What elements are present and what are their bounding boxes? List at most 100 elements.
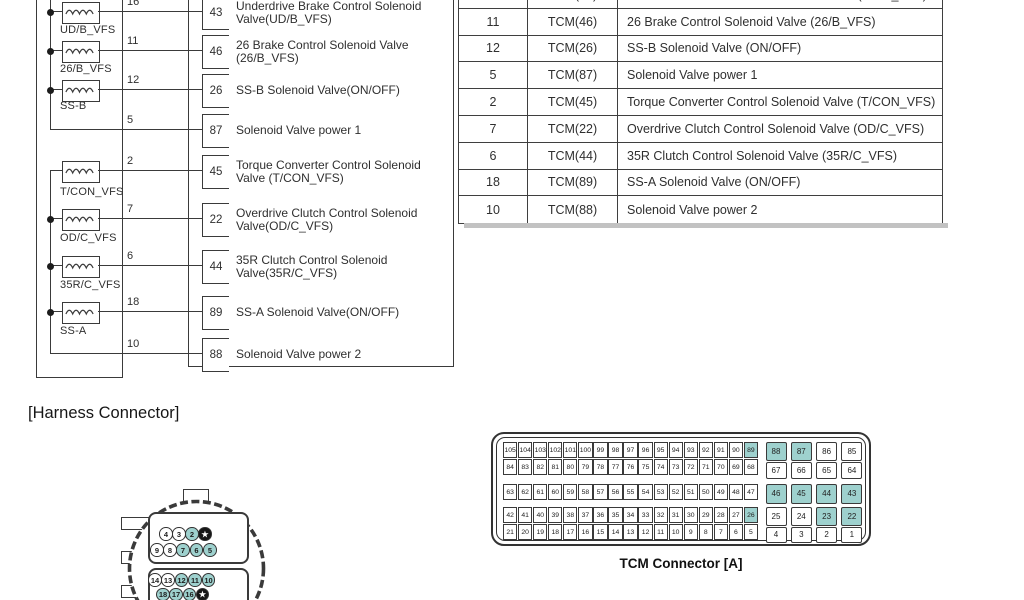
table-cell-harness-pin: 5 [459, 62, 528, 89]
table-row: 18 TCM(89) SS-A Solenoid Valve (ON/OFF) [459, 169, 942, 197]
conA-pin-81: 81 [548, 459, 563, 475]
table-cell-description: Overdrive Clutch Control Solenoid Valve … [627, 121, 925, 136]
harness-pin-17: 17 [169, 587, 183, 600]
table-cell-harness-pin: 16 [459, 0, 528, 8]
tcm-pin-bracket: 88 [202, 338, 229, 372]
solenoid-output-wire [98, 89, 202, 91]
conA-pin-4: 4 [765, 526, 787, 543]
pin-description-line: 35R Clutch Control Solenoid [236, 252, 388, 267]
table-row: 12 TCM(26) SS-B Solenoid Valve (ON/OFF) [459, 35, 942, 63]
harness-pin-5: 5 [203, 543, 217, 557]
table-cell-description: Solenoid Valve power 2 [627, 202, 758, 217]
harness-pin-star: ★ [198, 527, 212, 541]
conA-pin-2: 2 [816, 526, 838, 543]
harness-pin-7: 7 [176, 543, 190, 557]
conA-pin-47: 47 [743, 484, 759, 500]
solenoid-coil-label: SS-A [60, 325, 87, 337]
solenoid-coil-label: 35R/C_VFS [60, 279, 121, 291]
power-feed-wire [50, 353, 202, 355]
conA-pin-38: 38 [563, 507, 578, 523]
table-cell-harness-pin: 7 [459, 115, 528, 142]
conA-pin-9: 9 [683, 524, 698, 540]
table-cell-tcm-pin: TCM(45) [528, 89, 618, 115]
conA-pin-27: 27 [728, 507, 744, 523]
conA-pin-78: 78 [593, 459, 608, 475]
table-row: 6 TCM(44) 35R Clutch Control Solenoid Valv… [459, 142, 942, 170]
solenoid-coil-symbol [62, 256, 100, 278]
table-cell-harness-pin: 18 [459, 169, 528, 196]
solenoid-coil-label: UD/B_VFS [60, 24, 116, 36]
coil-feed-wire [50, 170, 63, 172]
table-shadow [464, 223, 948, 228]
conA-pin-19: 19 [533, 524, 548, 540]
conA-pin-89: 89 [743, 442, 759, 458]
conA-pin-43: 43 [841, 483, 863, 504]
conA-pin-72: 72 [683, 459, 698, 475]
conA-pin-84: 84 [503, 459, 518, 475]
conA-pin-75: 75 [638, 459, 653, 475]
pin-description: Overdrive Clutch Control Solenoid Valve(O… [236, 205, 418, 234]
harness-pin-10: 10 [201, 573, 216, 587]
pin-description: 26 Brake Control Solenoid Valve (26/B_VFS… [236, 38, 409, 66]
conA-pin-67: 67 [765, 461, 787, 479]
conA-pin-57: 57 [593, 484, 608, 500]
wire-number: 2 [127, 155, 134, 167]
conA-pin-41: 41 [518, 507, 533, 523]
conA-pin-7: 7 [713, 524, 728, 540]
conA-pin-49: 49 [713, 484, 728, 500]
table-row: 7 TCM(22) Overdrive Clutch Control Solenoi… [459, 115, 942, 143]
conA-pin-31: 31 [668, 507, 683, 523]
conA-pin-11: 11 [653, 524, 668, 540]
table-row: 2 TCM(45) Torque Converter Control Solenoi… [459, 89, 942, 116]
conA-pin-30: 30 [683, 507, 698, 523]
harness-pin-12: 12 [174, 573, 189, 587]
conA-pin-35: 35 [608, 507, 623, 523]
conA-pin-83: 83 [518, 459, 533, 475]
conA-pin-103: 103 [533, 442, 548, 458]
coil-feed-wire [50, 11, 63, 13]
conA-pin-50: 50 [698, 484, 713, 500]
wire-number: 10 [127, 338, 140, 350]
harness-pin-9: 9 [150, 543, 164, 557]
solenoid-coil-label: 26/B_VFS [60, 63, 112, 75]
table-row: 16TCM(43)Underdrive Brake Control Soleno… [459, 0, 942, 9]
table-cell-description: Torque Converter Control Solenoid Valve … [627, 95, 936, 110]
tcm-pin-bracket: 89 [202, 296, 229, 330]
solenoid-output-wire [98, 265, 202, 267]
tcm-pin-bracket: 26 [202, 74, 229, 108]
coil-feed-wire [50, 50, 63, 52]
harness-pin-3: 3 [172, 527, 186, 541]
table-cell-harness-pin: 6 [459, 142, 528, 169]
tcm-pin-bracket: 22 [202, 203, 229, 237]
harness-pin-16: 16 [182, 587, 197, 600]
conA-pin-10: 10 [668, 524, 683, 540]
wire-number: 5 [127, 114, 134, 126]
conA-pin-28: 28 [713, 507, 728, 523]
table-cell-harness-pin: 2 [459, 89, 528, 115]
conA-pin-62: 62 [518, 484, 533, 500]
pin-description-line: Valve(UD/B_VFS) [236, 12, 332, 26]
conA-pin-5: 5 [743, 524, 759, 540]
table-row: 11 TCM(46) 26 Brake Control Solenoid Valve… [459, 8, 942, 36]
conA-pin-87: 87 [790, 441, 812, 461]
conA-pin-45: 45 [790, 483, 812, 504]
conA-pin-48: 48 [728, 484, 744, 500]
solenoid-coil-symbol [62, 302, 100, 324]
conA-pin-73: 73 [668, 459, 683, 475]
conA-pin-59: 59 [563, 484, 578, 500]
conA-pin-16: 16 [578, 524, 593, 540]
conA-pin-18: 18 [548, 524, 563, 540]
conA-pin-6: 6 [728, 524, 744, 540]
table-cell-tcm-pin: TCM(89) [528, 169, 618, 196]
pin-description: Underdrive Brake Control Solenoid Valve(U… [236, 0, 421, 27]
pin-description-line: Overdrive Clutch Control Solenoid [236, 205, 418, 220]
conA-pin-100: 100 [578, 442, 593, 458]
solenoid-coil-label: OD/C_VFS [60, 232, 117, 244]
solenoid-coil-symbol [62, 209, 100, 231]
solenoid-output-wire [98, 218, 202, 220]
conA-pin-70: 70 [713, 459, 728, 475]
table-cell-description: Solenoid Valve power 1 [627, 68, 758, 83]
wire-number: 7 [127, 203, 134, 215]
pin-description-line: Valve(OD/C_VFS) [236, 219, 334, 233]
conA-pin-79: 79 [578, 459, 593, 475]
